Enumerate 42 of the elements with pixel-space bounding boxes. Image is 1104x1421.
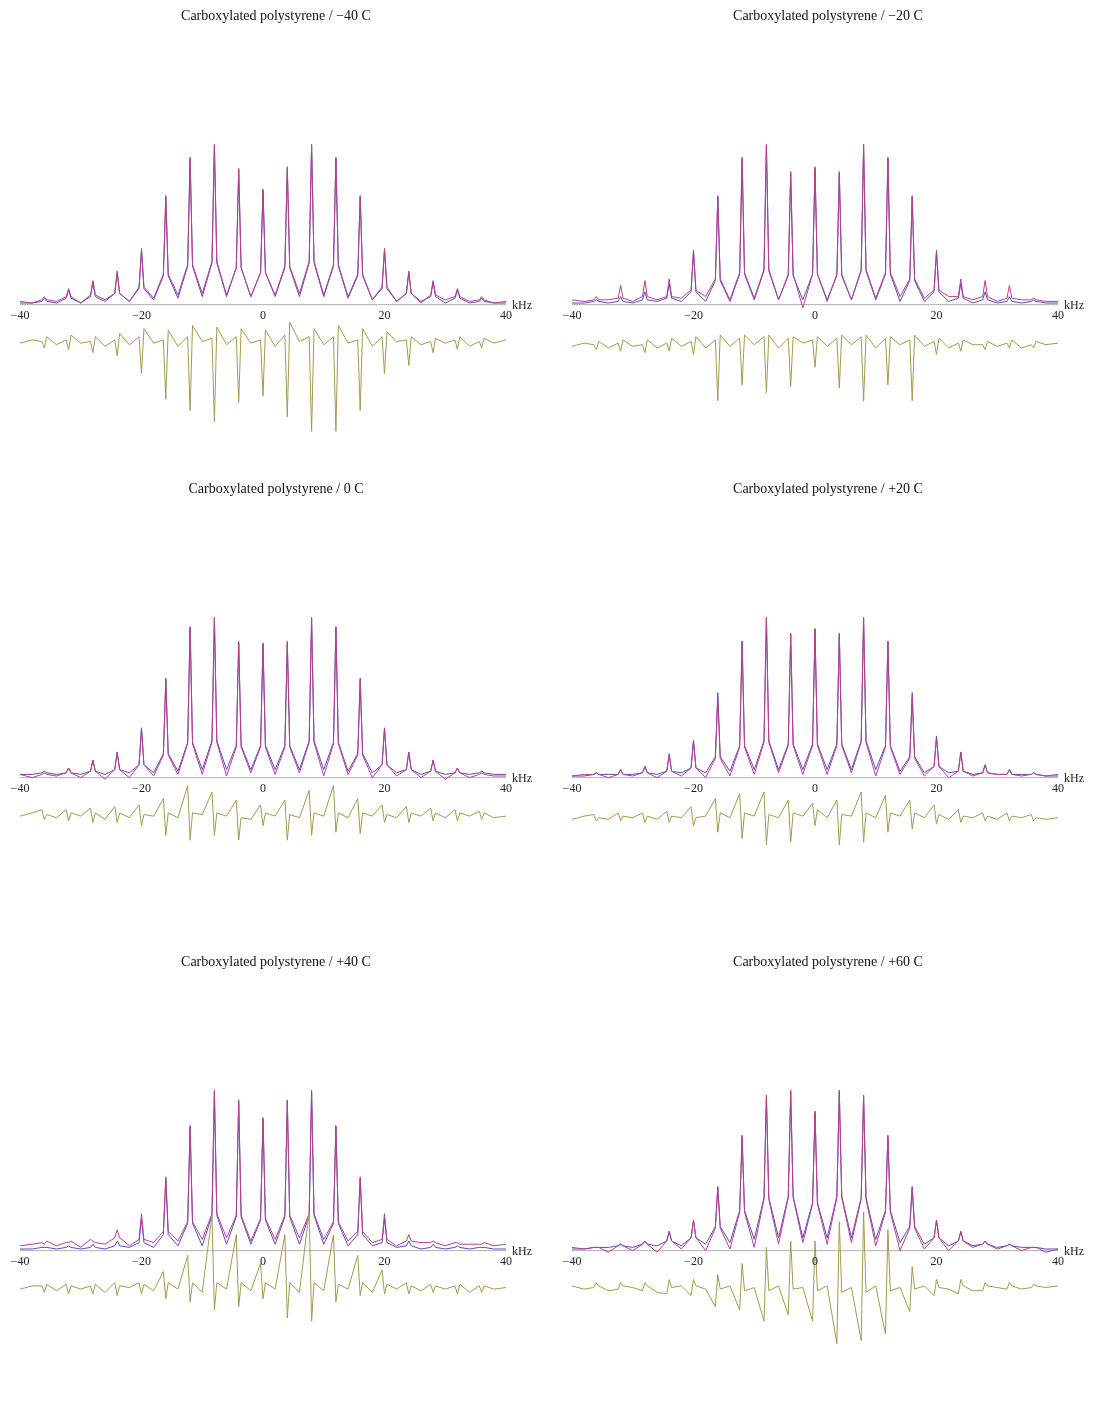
chart-title: Carboxylated polystyrene / +60 C — [732, 953, 924, 971]
chart-title: Carboxylated polystyrene / +20 C — [732, 480, 924, 498]
chart-title: Carboxylated polystyrene / 0 C — [187, 480, 365, 498]
x-tick-label: 20 — [378, 1254, 391, 1269]
x-axis-title: kHz — [1064, 298, 1084, 313]
chart-title: Carboxylated polystyrene / +40 C — [180, 953, 372, 971]
x-tick-label: 0 — [812, 308, 818, 323]
x-tick-label: 20 — [378, 781, 391, 796]
x-axis-title: kHz — [512, 1244, 532, 1259]
x-tick-label: −40 — [10, 781, 30, 796]
x-tick-label: −20 — [684, 781, 703, 796]
x-tick-label: 20 — [378, 308, 391, 323]
x-tick-label: 40 — [500, 308, 512, 323]
x-tick-label: 20 — [930, 781, 943, 796]
x-tick-label: 40 — [1052, 308, 1064, 323]
x-tick-label: 20 — [930, 1254, 943, 1269]
x-tick-label: −20 — [132, 308, 151, 323]
x-tick-label: 40 — [500, 1254, 512, 1269]
x-axis-title: kHz — [512, 771, 532, 786]
x-tick-label: 40 — [500, 781, 512, 796]
x-tick-label: −20 — [684, 1254, 703, 1269]
x-tick-label: 0 — [812, 781, 818, 796]
x-tick-label: 40 — [1052, 1254, 1064, 1269]
x-tick-label: −40 — [562, 1254, 582, 1269]
x-tick-label: 40 — [1052, 781, 1064, 796]
x-axis-title: kHz — [1064, 771, 1084, 786]
x-tick-label: −40 — [10, 1254, 30, 1269]
chart-title: Carboxylated polystyrene / −40 C — [180, 7, 372, 25]
x-axis-title: kHz — [1064, 1244, 1084, 1259]
x-axis-title: kHz — [512, 298, 532, 313]
chart-title: Carboxylated polystyrene / −20 C — [732, 7, 924, 25]
x-tick-label: −20 — [684, 308, 703, 323]
x-tick-label: −40 — [562, 781, 582, 796]
x-tick-label: −20 — [132, 1254, 151, 1269]
x-tick-label: −40 — [562, 308, 582, 323]
x-tick-label: 0 — [260, 308, 266, 323]
x-tick-label: 0 — [260, 781, 266, 796]
x-tick-label: 20 — [930, 308, 943, 323]
x-tick-label: −40 — [10, 308, 30, 323]
x-tick-label: 0 — [260, 1254, 266, 1269]
x-tick-label: 0 — [812, 1254, 818, 1269]
x-tick-label: −20 — [132, 781, 151, 796]
